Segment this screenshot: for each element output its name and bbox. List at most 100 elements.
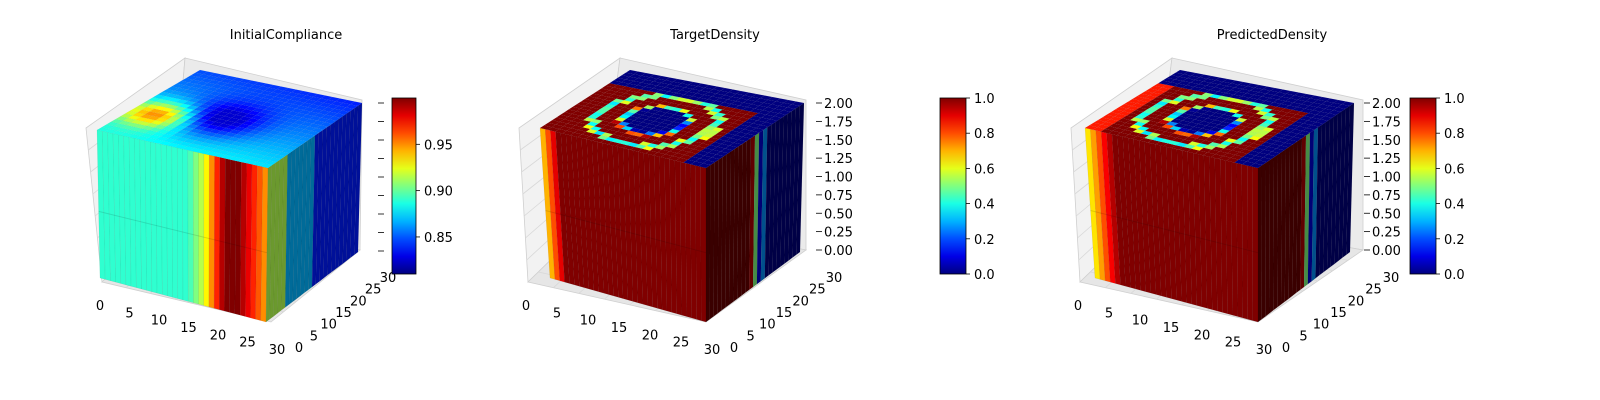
panel2-y-tick-label: 5: [1299, 329, 1307, 344]
panel2-z-tick-label: 1.50: [1372, 134, 1401, 149]
panel2-z-tick-label: 0.50: [1372, 207, 1401, 222]
panel0-front-voxel-column: [203, 153, 210, 308]
panel1-front-voxel-column: [700, 166, 707, 323]
panel2-z-tick-label: 0.00: [1372, 244, 1401, 259]
panel1-front-voxel-column: [690, 164, 697, 320]
panel1-z-tick-label: 0.75: [824, 189, 853, 204]
panel2-x-tick-label: 15: [1163, 321, 1180, 336]
panel1-y-tick-label: 5: [747, 329, 755, 344]
panel0-front-voxel-column: [208, 154, 215, 309]
panel2-colorbar-tick-label: 0.0: [1444, 268, 1465, 283]
panel1-x-tick-label: 5: [553, 306, 561, 321]
panel0-x-tick-label: 5: [125, 306, 133, 321]
panel1-top-voxel: [791, 101, 805, 107]
panel0-y-tick-label: 15: [335, 306, 352, 321]
panel-title-target-density: TargetDensity: [670, 28, 760, 43]
panel0-y-tick-label: 5: [310, 329, 318, 344]
panel1-front-seam: [545, 210, 707, 254]
panel1-z-tick-label: 1.00: [824, 171, 853, 186]
panel2-front-voxel-column: [1252, 166, 1259, 323]
panel1-colorbar-tick-label: 0.6: [974, 162, 995, 177]
panel0-colorbar: [391, 97, 417, 275]
panel2-front-voxel-column: [1241, 164, 1249, 320]
panel2-colorbar-tick-label: 0.4: [1444, 198, 1465, 213]
panel2-colorbar: [1409, 97, 1437, 275]
panel-title-predicted-density: PredictedDensity: [1216, 28, 1328, 43]
panel0-y-tick-label: 10: [320, 318, 337, 333]
panel1-x-tick-label: 30: [704, 343, 721, 358]
panel2-front-seam: [1090, 210, 1259, 254]
panel2-x-tick-label: 0: [1074, 299, 1082, 314]
panel1-y-tick-label: 30: [826, 271, 843, 286]
panel0-front-voxel-column: [166, 145, 173, 298]
panel0-x-tick-label: 15: [180, 321, 197, 336]
panel2-colorbar-tick-label: 0.8: [1444, 127, 1465, 142]
panel2-top-voxel: [1341, 101, 1355, 107]
panel1-y-tick-label: 15: [776, 306, 793, 321]
panel0-front-voxel-column: [187, 149, 194, 304]
panel1-side-voxel-column: [709, 162, 715, 320]
panel0-y-tick-label: 25: [365, 283, 382, 298]
panel2-colorbar-tick-label: 1.0: [1444, 92, 1465, 107]
panel1-x-tick-label: 15: [611, 321, 628, 336]
panel0-front-voxel-column: [198, 152, 205, 306]
panel2-z-tick-label: 0.25: [1372, 226, 1401, 241]
panel1-z-tick-label: 2.00: [824, 97, 853, 112]
panel0-x-tick-label: 25: [239, 336, 256, 351]
panel0-x-tick-label: 20: [210, 328, 227, 343]
panel2-side-voxel-column: [1265, 159, 1271, 317]
panel1-x-tick-label: 10: [580, 314, 597, 329]
panel0-top-voxel: [349, 101, 363, 107]
panel2-y-tick-label: 30: [1383, 271, 1400, 286]
panel2-z-tick-label: 1.75: [1372, 115, 1401, 130]
panel1-colorbar-tick-label: 0.8: [974, 127, 995, 142]
panel2-x-tick-label: 25: [1225, 336, 1242, 351]
panel-title-initial-compliance: InitialCompliance: [229, 28, 343, 43]
panel1-colorbar-tick-label: 0.4: [974, 198, 995, 213]
panel0-x-tick-label: 30: [269, 343, 286, 358]
panel0-x-tick-label: 0: [96, 299, 104, 314]
panel1-x-tick-label: 25: [673, 336, 690, 351]
panel0-front-voxel-column: [176, 147, 184, 301]
panel1-z-tick-label: 0.50: [824, 207, 853, 222]
panel1-colorbar-tick-label: 0.2: [974, 233, 995, 248]
panel0-front-voxel-column: [192, 151, 199, 305]
panel0-y-tick-label: 20: [350, 294, 367, 309]
panel0-x-tick-label: 10: [151, 314, 168, 329]
panel1-side-voxel-column: [713, 159, 719, 317]
panel1-x-tick-label: 20: [642, 328, 659, 343]
panel0-y-tick-label: 0: [295, 341, 303, 356]
panel1-z-tick-label: 1.50: [824, 134, 853, 149]
panel1-y-tick-label: 25: [809, 283, 826, 298]
panel1-y-tick-label: 0: [730, 341, 738, 356]
panel2-y-tick-label: 15: [1330, 306, 1347, 321]
panel2-y-tick-label: 10: [1313, 318, 1330, 333]
panel0-front-voxel-column: [171, 146, 179, 299]
panel2-y-tick-label: 25: [1365, 283, 1382, 298]
panel2-z-tick-label: 2.00: [1372, 97, 1401, 112]
panel1-x-tick-label: 0: [522, 299, 530, 314]
panel2-x-tick-label: 20: [1194, 328, 1211, 343]
panel0-front-voxel-column: [213, 155, 221, 310]
panel0-colorbar-tick-label: 0.90: [424, 185, 453, 200]
panel1-z-tick-label: 1.25: [824, 152, 853, 167]
panel2-front-voxel-column: [1246, 165, 1254, 321]
panel1-z-tick-label: 0.25: [824, 226, 853, 241]
panel0-front-voxel-column: [219, 157, 226, 312]
panel2-x-tick-label: 30: [1256, 343, 1273, 358]
panel2-y-tick-label: 20: [1348, 294, 1365, 309]
panel1-z-tick-label: 0.00: [824, 244, 853, 259]
panel2-y-tick-label: 0: [1282, 341, 1290, 356]
panel0-front-voxel-column: [182, 148, 189, 302]
panel1-front-voxel-column: [695, 165, 702, 321]
panel2-side-voxel-column: [1261, 162, 1267, 320]
panel1-z-tick-label: 1.75: [824, 115, 853, 130]
panel2-z-tick-label: 0.75: [1372, 189, 1401, 204]
panel2-x-tick-label: 10: [1132, 314, 1149, 329]
panel2-z-tick-label: 1.00: [1372, 171, 1401, 186]
panel1-colorbar: [939, 97, 967, 275]
panel0-front-seam: [98, 210, 268, 254]
panel2-colorbar-tick-label: 0.6: [1444, 162, 1465, 177]
